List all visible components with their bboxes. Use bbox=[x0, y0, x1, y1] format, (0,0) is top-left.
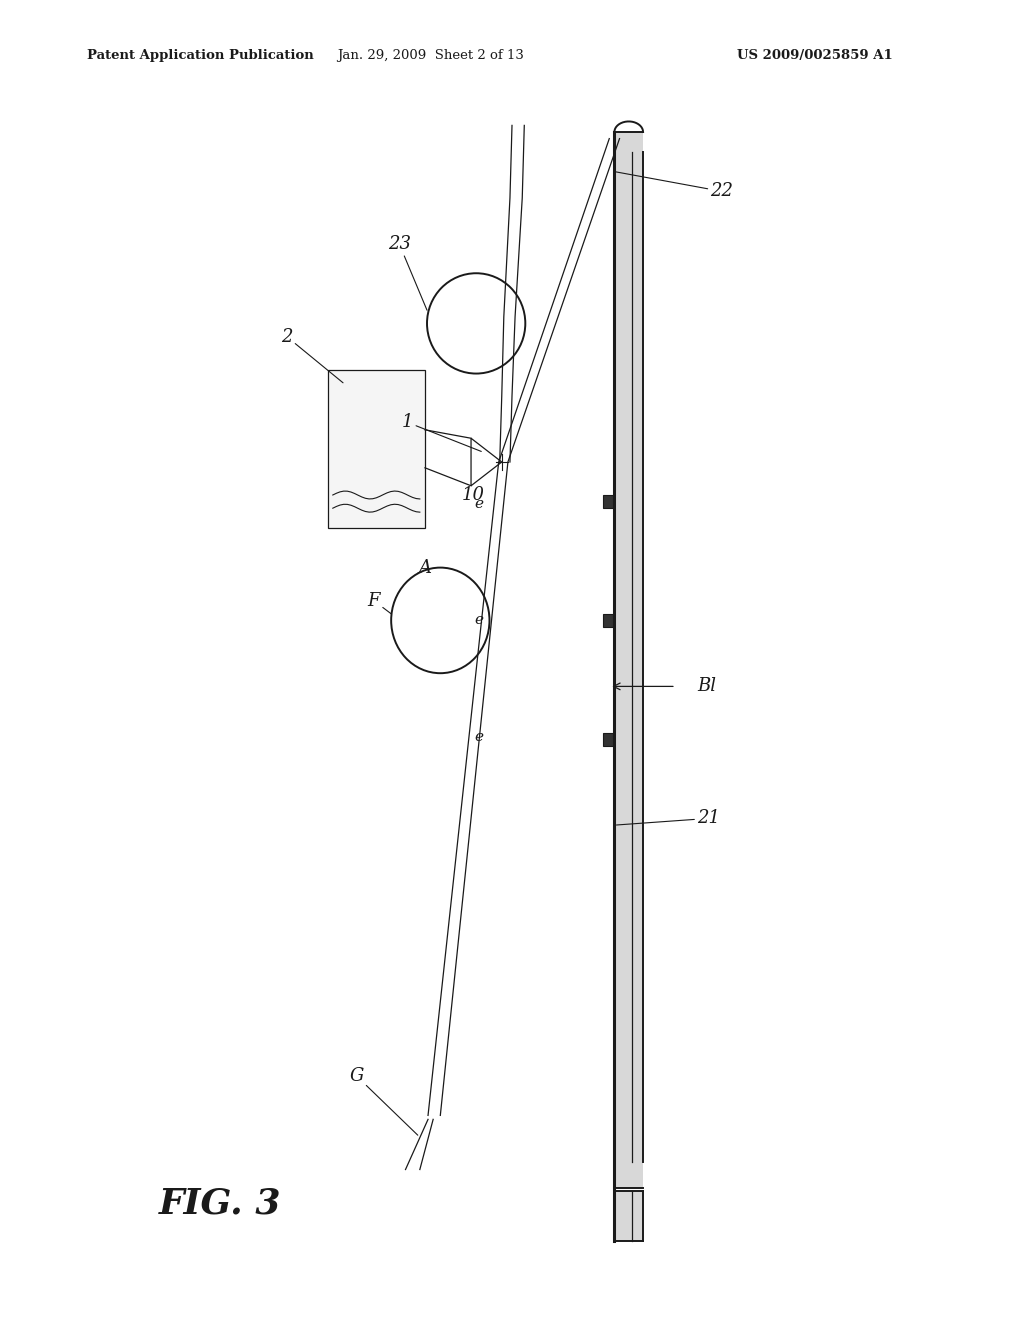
Text: 23: 23 bbox=[388, 235, 427, 310]
Bar bbox=[603, 495, 613, 508]
Text: A: A bbox=[419, 558, 431, 577]
Text: 10: 10 bbox=[462, 486, 484, 504]
Text: Jan. 29, 2009  Sheet 2 of 13: Jan. 29, 2009 Sheet 2 of 13 bbox=[337, 49, 523, 62]
Text: Bl: Bl bbox=[697, 677, 716, 696]
Text: US 2009/0025859 A1: US 2009/0025859 A1 bbox=[737, 49, 893, 62]
Bar bbox=[614, 132, 643, 1188]
Text: 2: 2 bbox=[281, 327, 343, 383]
Text: e: e bbox=[475, 614, 483, 627]
Text: F: F bbox=[368, 591, 391, 614]
Text: e: e bbox=[475, 498, 483, 511]
Bar bbox=[603, 614, 613, 627]
Text: e: e bbox=[475, 730, 483, 743]
Bar bbox=[328, 370, 425, 528]
Text: G: G bbox=[349, 1067, 418, 1135]
Text: Patent Application Publication: Patent Application Publication bbox=[87, 49, 313, 62]
Text: 1: 1 bbox=[401, 413, 481, 451]
Bar bbox=[614, 1191, 643, 1241]
Text: FIG. 3: FIG. 3 bbox=[159, 1187, 282, 1221]
Bar bbox=[603, 733, 613, 746]
Text: 21: 21 bbox=[616, 809, 720, 828]
Text: 22: 22 bbox=[614, 172, 733, 201]
